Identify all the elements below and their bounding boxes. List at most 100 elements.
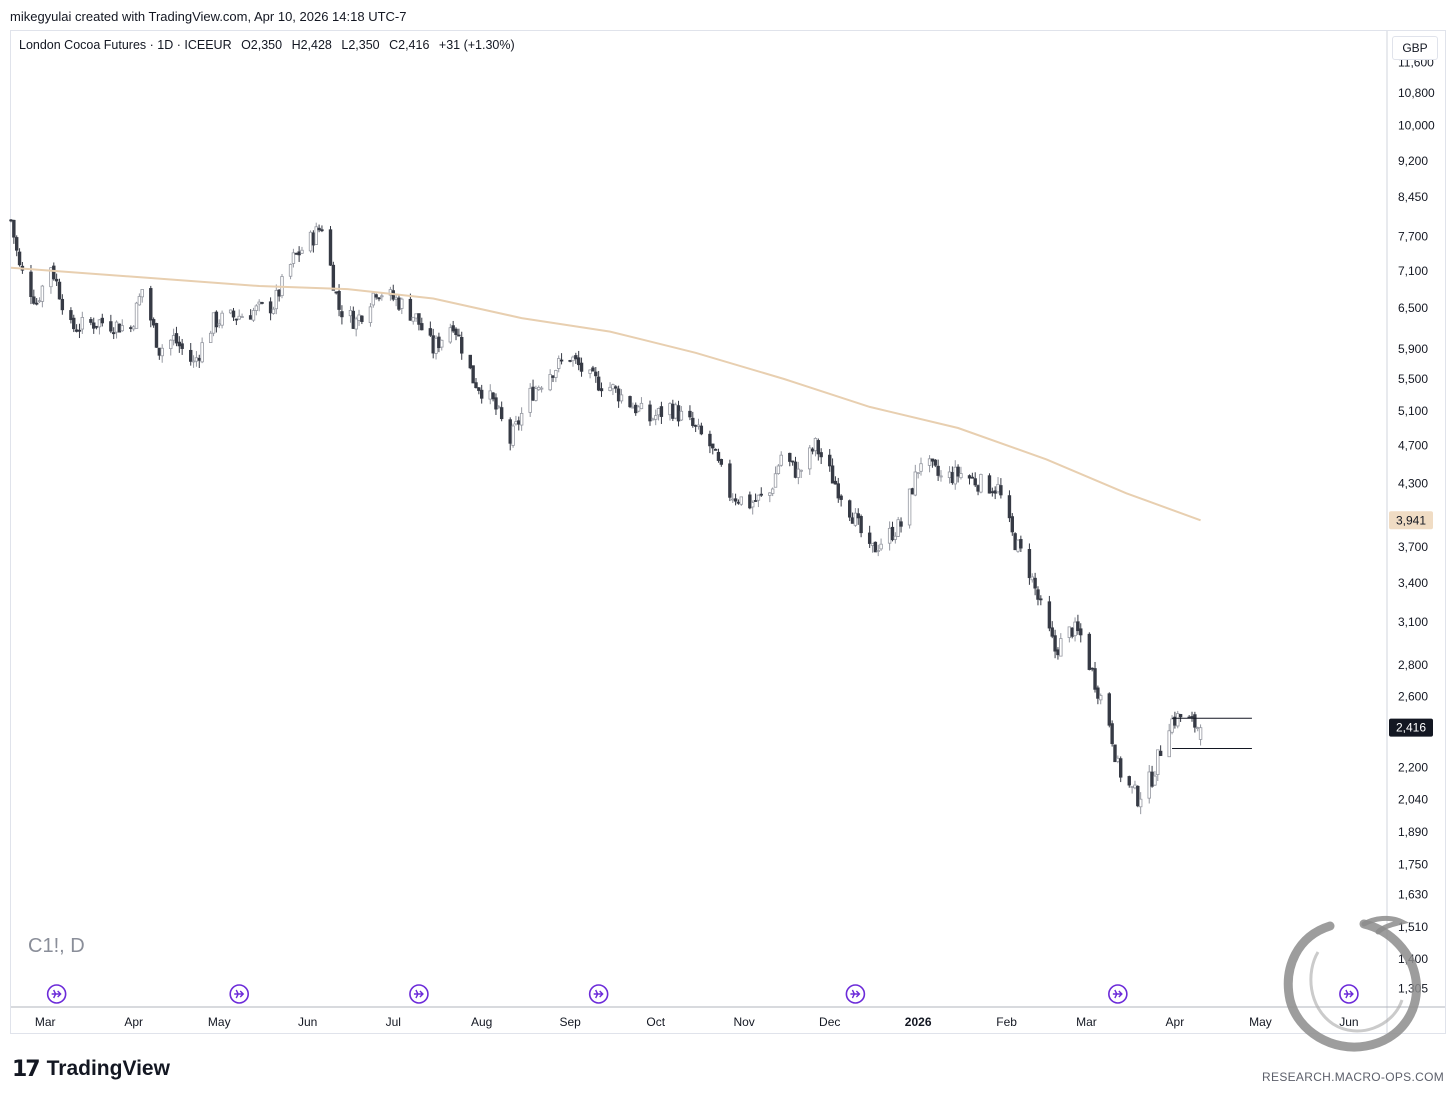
candle-body xyxy=(987,475,992,494)
candle-body xyxy=(499,407,504,420)
candle-body xyxy=(976,485,980,492)
x-tick-label: Aug xyxy=(471,1015,492,1029)
candle-body xyxy=(873,541,878,553)
candle-body xyxy=(554,369,558,378)
candle-body xyxy=(893,535,898,540)
candle-body xyxy=(174,333,179,344)
candle-body xyxy=(1079,628,1083,636)
candle-body xyxy=(57,281,62,300)
candle-body xyxy=(1059,638,1063,657)
candle-body xyxy=(1193,714,1197,728)
candle-body xyxy=(887,527,892,544)
candle-body xyxy=(171,335,176,341)
candle-body xyxy=(999,485,1003,496)
event-marker-icon[interactable] xyxy=(229,984,250,1004)
event-marker-icon[interactable] xyxy=(588,984,609,1004)
candle-body xyxy=(970,476,975,479)
candle-body xyxy=(517,420,521,425)
candle-body xyxy=(217,323,221,326)
candle-body xyxy=(699,425,704,435)
candle-body xyxy=(460,337,464,354)
candle-body xyxy=(947,471,952,479)
candle-body xyxy=(933,459,937,466)
legend-title: London Cocoa Futures · 1D · ICEEUR xyxy=(19,38,232,52)
candle-body xyxy=(457,334,461,337)
chart-legend: London Cocoa Futures · 1D · ICEEUR O2,35… xyxy=(19,38,515,52)
event-marker-icon[interactable] xyxy=(1108,984,1128,1004)
event-marker-icon[interactable] xyxy=(845,984,866,1004)
candle-body xyxy=(1116,757,1120,763)
candle-body xyxy=(870,542,875,546)
candle-body xyxy=(1167,730,1171,758)
candle-body xyxy=(34,302,39,305)
candle-body xyxy=(936,465,940,476)
candle-body xyxy=(9,219,13,222)
candle-body xyxy=(214,311,219,328)
moving-average-line xyxy=(10,266,1201,522)
candle-body xyxy=(996,483,1000,493)
event-marker-icon[interactable] xyxy=(46,984,67,1004)
candle-body xyxy=(896,519,900,537)
candle-body xyxy=(94,325,99,328)
candle-body xyxy=(591,367,595,372)
candle-body xyxy=(414,313,418,319)
candle-body xyxy=(579,362,584,372)
candle-body xyxy=(377,297,381,300)
candle-body xyxy=(360,315,364,322)
tradingview-logo: 17 TradingView xyxy=(12,1055,170,1083)
candle-body xyxy=(60,298,65,311)
candle-body xyxy=(1087,633,1092,670)
candle-body xyxy=(576,357,581,366)
candle-body xyxy=(294,252,298,255)
candle-body xyxy=(770,488,775,494)
candle-body xyxy=(408,298,413,321)
candle-body xyxy=(271,308,276,314)
x-tick-label: Oct xyxy=(646,1015,665,1029)
y-tick-label: 7,700 xyxy=(1398,229,1428,243)
candle-body xyxy=(588,369,592,374)
candle-body xyxy=(967,475,972,479)
candle-body xyxy=(916,472,920,475)
candle-body xyxy=(1033,577,1037,589)
candle-body xyxy=(511,425,515,446)
candle-body xyxy=(654,415,658,420)
x-tick-label: Feb xyxy=(996,1015,1017,1029)
candle-body xyxy=(559,359,564,362)
candle-body xyxy=(759,493,763,496)
candle-body xyxy=(847,500,852,518)
candle-body xyxy=(1073,621,1077,637)
y-tick-label: 5,100 xyxy=(1398,404,1428,418)
candle-body xyxy=(956,466,960,477)
candle-body xyxy=(211,312,216,334)
y-tick-label: 1,510 xyxy=(1398,920,1428,934)
candle-body xyxy=(1070,627,1074,637)
candle-body xyxy=(451,325,455,332)
y-tick-label: 10,000 xyxy=(1398,119,1435,133)
candle-body xyxy=(200,342,204,363)
candle-body xyxy=(1170,718,1174,733)
candle-body xyxy=(1178,714,1183,718)
candle-body xyxy=(808,447,812,470)
currency-selector[interactable]: GBP xyxy=(1392,36,1438,60)
candle-body xyxy=(913,471,918,496)
candle-body xyxy=(331,264,336,291)
candle-body xyxy=(417,313,421,325)
candle-body xyxy=(111,332,116,335)
candle-body xyxy=(990,491,995,494)
y-tick-label: 2,600 xyxy=(1398,690,1428,704)
candle-body xyxy=(440,339,444,348)
candle-body xyxy=(29,271,33,298)
event-marker-icon[interactable] xyxy=(1339,984,1359,1004)
candle-body xyxy=(300,249,304,254)
candle-body xyxy=(80,317,85,330)
candle-body xyxy=(691,417,695,426)
candle-body xyxy=(74,329,79,332)
event-marker-icon[interactable] xyxy=(409,984,429,1004)
candle-body xyxy=(308,231,313,252)
candle-body xyxy=(314,226,318,245)
candle-body xyxy=(354,318,358,330)
candle-body xyxy=(151,319,156,326)
candle-body xyxy=(428,328,433,336)
candle-body xyxy=(1093,668,1097,690)
